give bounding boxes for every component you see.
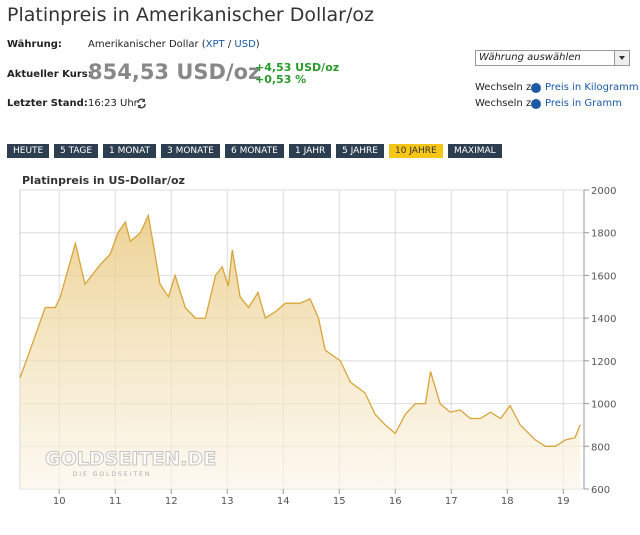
link-prefix: Wechseln zu [475, 98, 538, 109]
x-tick-label: 17 [445, 496, 458, 507]
range-tab[interactable]: 3 MONATE [161, 144, 220, 158]
link[interactable]: USD [234, 39, 256, 50]
x-tick-label: 19 [557, 496, 570, 507]
x-tick-label: 11 [109, 496, 122, 507]
link[interactable]: XPT [205, 39, 225, 50]
range-tab[interactable]: 5 JAHRE [336, 144, 384, 158]
chart-title: Platinpreis in US-Dollar/oz [22, 174, 185, 187]
chart: Platinpreis in US-Dollar/oz 600 800 1000 12… [19, 174, 616, 507]
line [19, 213, 581, 447]
price: 854,53 USD/oz [88, 60, 261, 84]
change-pct: +0,53 % [255, 73, 307, 86]
y-tick-label: 2000 [591, 186, 616, 197]
link-prefix: Wechseln zu [475, 82, 538, 93]
text: ) [255, 39, 260, 50]
watermark: GOLDSEITEN.DE [45, 448, 216, 470]
x-tick-label: 12 [165, 496, 178, 507]
link-icon [531, 83, 541, 93]
range-tab[interactable]: HEUTE [7, 144, 50, 158]
y-tick-label: 1600 [591, 271, 616, 282]
x-tick-label: 13 [221, 496, 234, 507]
time: 16:23 Uhr [88, 98, 138, 109]
range-tab[interactable]: 6 MONATE [225, 144, 284, 158]
y-tick-label: 800 [591, 442, 610, 453]
select-text: Währung auswählen [479, 52, 581, 63]
x-tick-label: 10 [53, 496, 66, 507]
link-icon [531, 99, 541, 109]
link[interactable]: Preis in Kilogramm [545, 82, 639, 93]
area [20, 215, 581, 489]
currency-value: Amerikanischer Dollar (XPT / USD) [88, 39, 260, 50]
y-tick-label: 1200 [591, 357, 616, 368]
watermark-sub: DIE GOLDSEITEN [73, 471, 152, 478]
range-tab[interactable]: 5 TAGE [54, 144, 99, 158]
text: Amerikanischer Dollar ( [88, 39, 206, 50]
x-tick-label: 15 [333, 496, 346, 507]
currency-label: Währung: [7, 39, 62, 50]
y-tick-label: 1000 [591, 400, 616, 411]
y-tick-label: 1800 [591, 229, 616, 240]
text: / [224, 39, 235, 50]
y-tick-label: 600 [591, 485, 610, 496]
range-tab[interactable]: MAXIMAL [448, 144, 502, 158]
range-tab[interactable]: 10 JAHRE [389, 144, 443, 158]
select-arrow [614, 51, 629, 65]
change-abs: +4,53 USD/oz [255, 61, 340, 74]
x-tick-label: 16 [389, 496, 402, 507]
currency-select[interactable]: Währung auswählen [475, 50, 630, 66]
range-tab[interactable]: 1 MONAT [103, 144, 157, 158]
x-tick-label: 14 [277, 496, 290, 507]
arrow-icon [619, 56, 625, 60]
range-tab[interactable]: 1 JAHR [289, 144, 332, 158]
time-label: Letzter Stand: [7, 98, 88, 109]
y-tick-label: 1400 [591, 314, 616, 325]
refresh-icon[interactable] [136, 98, 147, 109]
link[interactable]: Preis in Gramm [545, 98, 622, 109]
x-tick-label: 18 [501, 496, 514, 507]
price-label: Aktueller Kurs: [7, 69, 92, 80]
page-title: Platinpreis in Amerikanischer Dollar/oz [7, 4, 374, 26]
